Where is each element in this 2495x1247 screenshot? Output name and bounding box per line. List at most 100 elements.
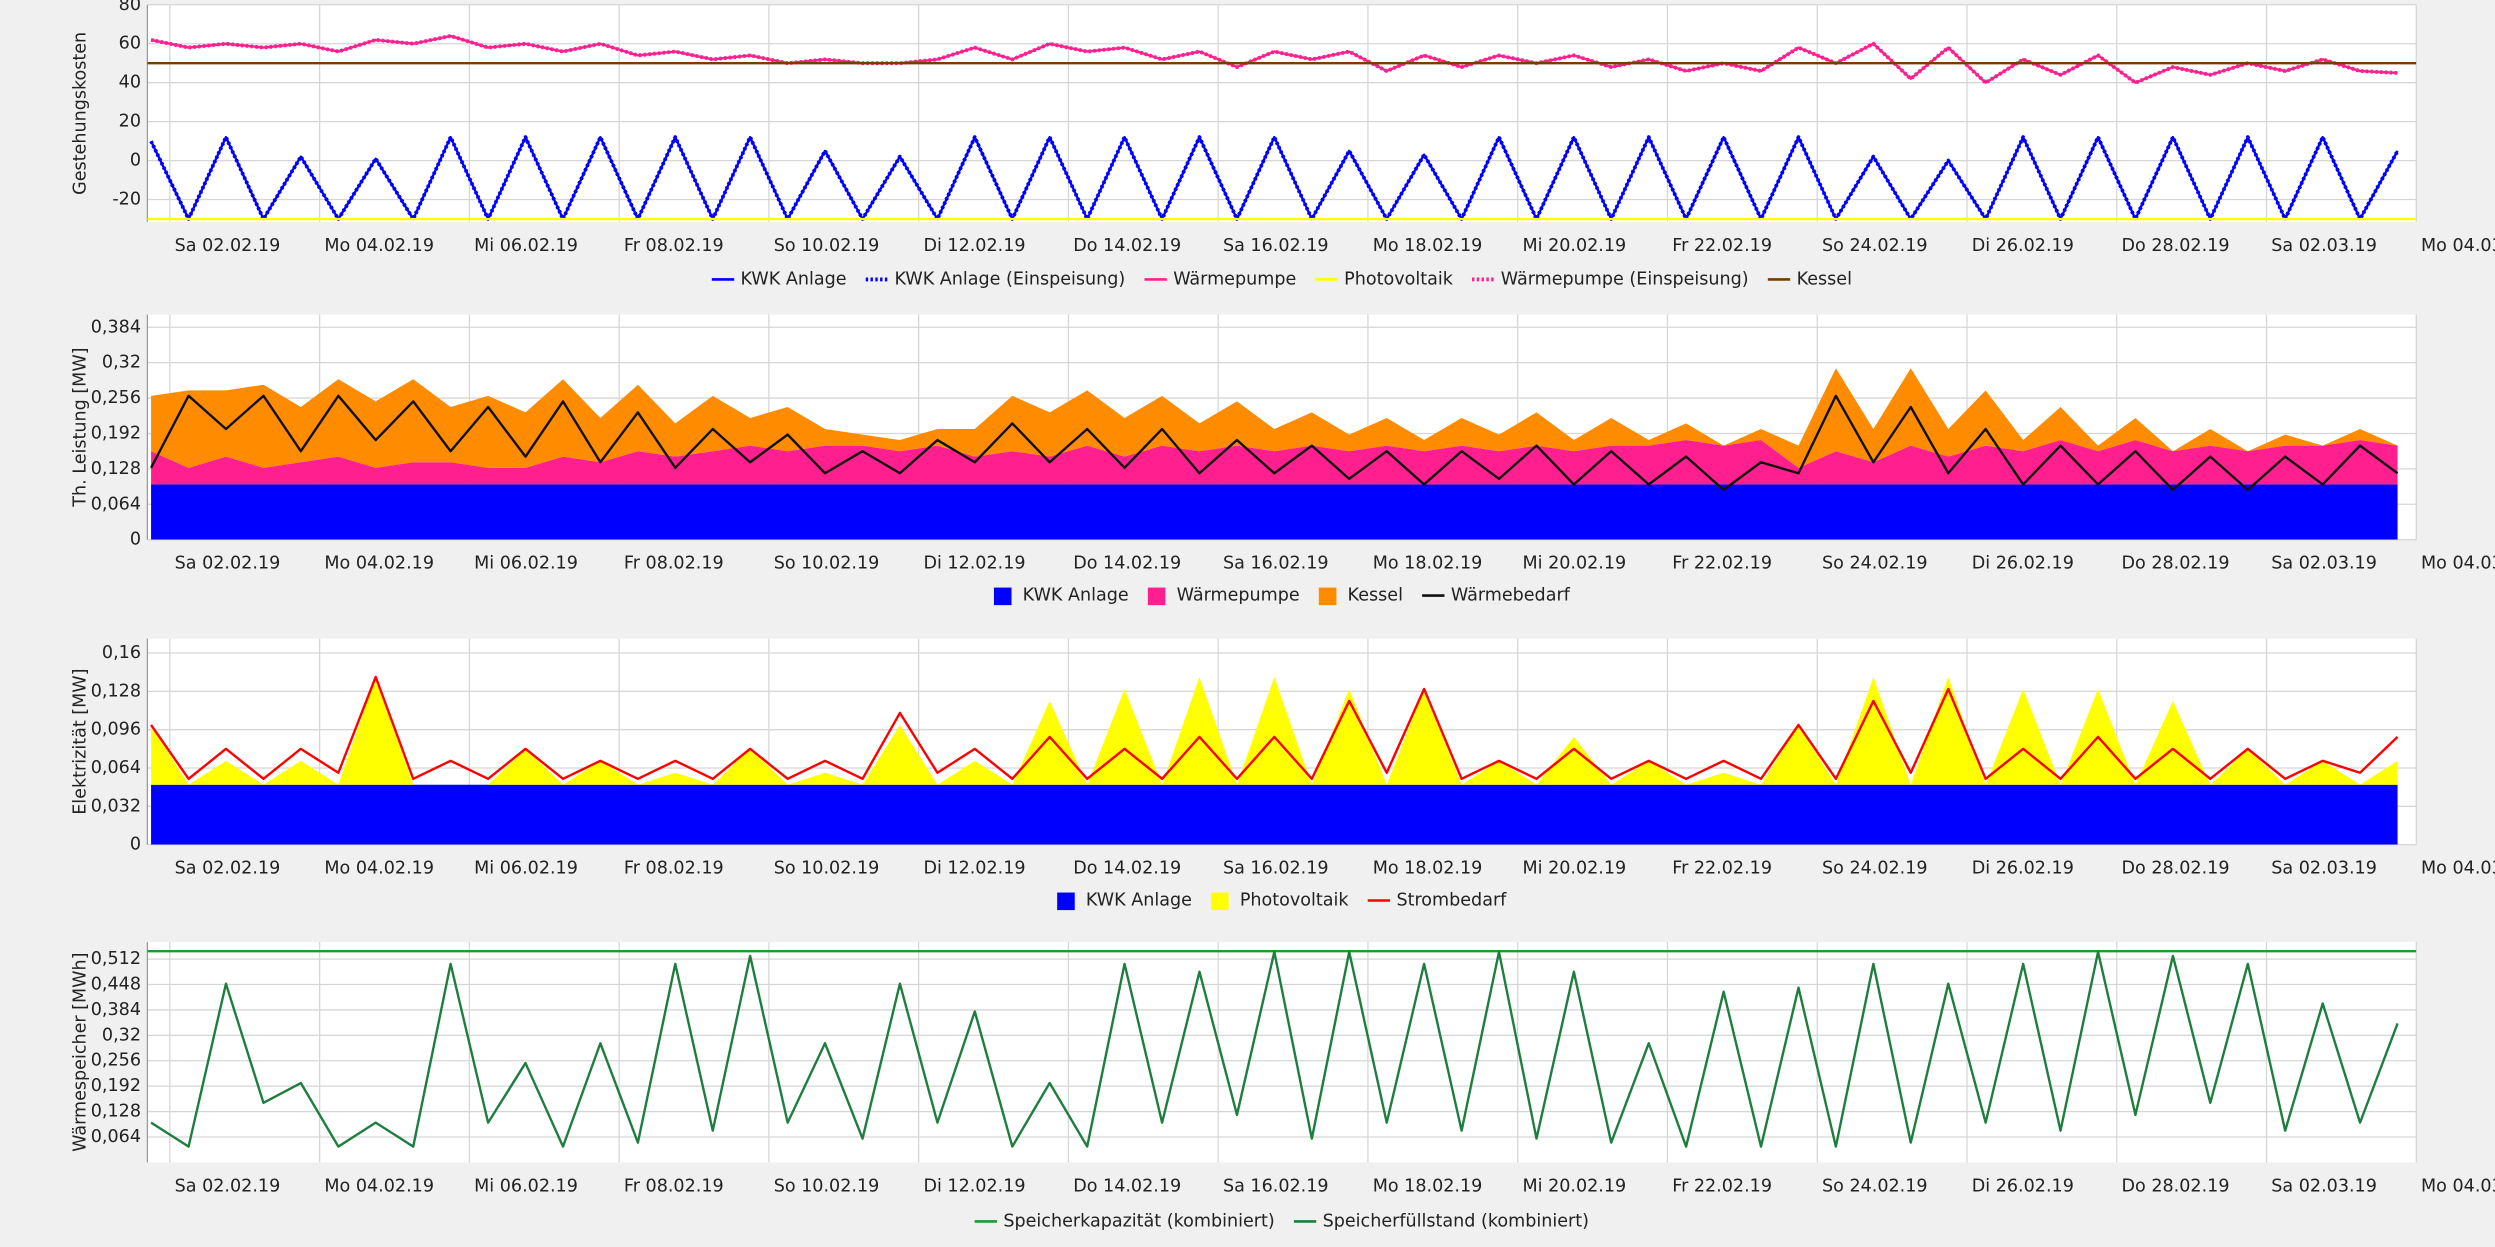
legend-swatch xyxy=(1147,587,1166,606)
x-tick-label: Mo 18.02.19 xyxy=(1373,554,1483,574)
area xyxy=(151,676,2398,785)
legend-label: KWK Anlage xyxy=(1023,586,1129,606)
legend-swatch xyxy=(1318,587,1337,606)
x-tick-label: Di 12.02.19 xyxy=(923,554,1025,574)
y-tick-label: 0,192 xyxy=(91,423,141,443)
plot-area xyxy=(147,4,2417,222)
x-tick-label: Do 28.02.19 xyxy=(2122,236,2230,256)
x-tick-label: Di 26.02.19 xyxy=(1972,236,2074,256)
x-tick-label: Mi 06.02.19 xyxy=(474,236,578,256)
x-tick-label: Fr 22.02.19 xyxy=(1672,554,1772,574)
legend-swatch xyxy=(1211,892,1229,911)
x-tick-label: Sa 02.02.19 xyxy=(175,859,281,879)
x-tick-label: Sa 02.03.19 xyxy=(2271,859,2377,879)
legend-label: Wärmepumpe (Einspeisung) xyxy=(1501,269,1749,289)
x-tick-label: Mi 20.02.19 xyxy=(1522,554,1626,574)
x-tick-label: Di 12.02.19 xyxy=(923,859,1025,879)
x-tick-label: Mi 20.02.19 xyxy=(1522,859,1626,879)
x-tick-label: Do 14.02.19 xyxy=(1073,236,1181,256)
x-tick-label: So 24.02.19 xyxy=(1822,236,1928,256)
x-tick-label: Mi 06.02.19 xyxy=(474,1176,578,1196)
legend-label: Speicherkapazität (kombiniert) xyxy=(1003,1211,1274,1231)
plot-area xyxy=(147,942,2417,1163)
x-tick-label: Sa 02.03.19 xyxy=(2271,236,2377,256)
area xyxy=(151,784,2398,845)
y-tick-label: 0,128 xyxy=(91,1102,141,1122)
x-tick-label: Do 28.02.19 xyxy=(2122,1176,2230,1196)
legend-label: KWK Anlage xyxy=(741,269,847,289)
legend-swatch xyxy=(1057,892,1075,911)
plot xyxy=(150,675,2399,845)
y-tick-label: 0,512 xyxy=(91,949,141,969)
chart: 0,064 0,128 0,192 0,256 0,32 0,384 0,448 0,512 S… xyxy=(70,942,2495,1231)
legend: KWK Anlage Wärmepumpe Kessel Wärmebedarf xyxy=(993,586,1571,606)
y-tick-label: 40 xyxy=(119,73,141,93)
x-tick-label: Fr 22.02.19 xyxy=(1672,859,1772,879)
area xyxy=(151,440,2398,485)
y-tick-label: 0,16 xyxy=(102,643,141,663)
x-tick-label: Mi 20.02.19 xyxy=(1522,236,1626,256)
x-tick-label: So 10.02.19 xyxy=(774,236,880,256)
y-tick-label: -20 xyxy=(112,190,141,210)
line xyxy=(150,675,2399,781)
y-tick-label: 0,256 xyxy=(91,1051,141,1071)
x-tick-label: So 24.02.19 xyxy=(1822,859,1928,879)
x-tick-label: Mo 04.03.19 xyxy=(2421,554,2495,574)
x-tick-label: Fr 22.02.19 xyxy=(1672,236,1772,256)
y-tick-label: 80 xyxy=(119,0,141,15)
y-tick-label: 60 xyxy=(119,34,141,54)
y-tick-label: 0,32 xyxy=(102,1025,141,1045)
x-tick-label: Fr 22.02.19 xyxy=(1672,1176,1772,1196)
y-axis-title: Gestehungskosten xyxy=(70,32,90,195)
x-tick-label: Mo 18.02.19 xyxy=(1373,1176,1483,1196)
line xyxy=(150,394,2399,492)
legend: KWK Anlage Photovoltaik Strombedarf xyxy=(1057,891,1507,911)
x-tick-label: Mo 04.03.19 xyxy=(2421,1176,2495,1196)
x-tick-label: Mi 06.02.19 xyxy=(474,859,578,879)
y-tick-label: 0,448 xyxy=(91,975,141,995)
x-tick-label: Mo 04.03.19 xyxy=(2421,859,2495,879)
y-tick-label: 0,096 xyxy=(91,720,141,740)
y-tick-label: 0,064 xyxy=(91,494,141,514)
legend-label: Photovoltaik xyxy=(1344,269,1454,289)
y-tick-label: 0,064 xyxy=(91,1127,141,1147)
legend-label: Photovoltaik xyxy=(1240,891,1350,911)
legend-label: KWK Anlage xyxy=(1086,891,1192,911)
plot xyxy=(147,34,2417,221)
y-tick-label: 0,064 xyxy=(91,758,141,778)
x-tick-label: Mo 18.02.19 xyxy=(1373,236,1483,256)
x-tick-label: Mo 18.02.19 xyxy=(1373,859,1483,879)
x-tick-label: Sa 16.02.19 xyxy=(1223,236,1329,256)
x-tick-label: Do 14.02.19 xyxy=(1073,554,1181,574)
x-tick-label: Mo 04.02.19 xyxy=(324,859,434,879)
x-tick-label: Sa 16.02.19 xyxy=(1223,554,1329,574)
y-axis-title: Th. Leistung [MW] xyxy=(70,347,90,507)
x-tick-label: Sa 02.02.19 xyxy=(175,554,281,574)
legend-label: Wärmepumpe xyxy=(1173,269,1296,289)
x-tick-label: Di 26.02.19 xyxy=(1972,859,2074,879)
area xyxy=(151,484,2398,540)
legend: KWK Anlage KWK Anlage (Einspeisung) Wärmep… xyxy=(711,269,1852,289)
legend-swatch xyxy=(993,587,1012,606)
x-tick-label: Mi 20.02.19 xyxy=(1522,1176,1626,1196)
plot xyxy=(150,368,2399,540)
x-tick-label: So 24.02.19 xyxy=(1822,1176,1928,1196)
legend-label: Wärmebedarf xyxy=(1451,586,1571,606)
y-tick-label: 0 xyxy=(130,835,141,855)
x-tick-label: Sa 16.02.19 xyxy=(1223,1176,1329,1196)
area xyxy=(151,368,2398,468)
chart: -20 0 20 40 60 80 Sa 02.02.19 Mo 04.02.19 Mi 06.… xyxy=(70,0,2495,289)
chart: 0 0,064 0,128 0,192 0,256 0,32 0,384 Sa 02.02.1… xyxy=(70,314,2495,606)
line xyxy=(149,135,2400,221)
x-tick-label: Mo 04.02.19 xyxy=(324,1176,434,1196)
x-tick-label: So 10.02.19 xyxy=(774,859,880,879)
x-tick-label: Do 14.02.19 xyxy=(1073,859,1181,879)
x-tick-label: Di 26.02.19 xyxy=(1972,1176,2074,1196)
chart: 0 0,032 0,064 0,096 0,128 0,16 Sa 02.02.19 Mo 0… xyxy=(70,638,2495,911)
legend-label: KWK Anlage (Einspeisung) xyxy=(894,269,1125,289)
x-tick-label: Do 28.02.19 xyxy=(2122,554,2230,574)
x-tick-label: Fr 08.02.19 xyxy=(624,236,724,256)
legend: Speicherkapazität (kombiniert) Speicherfü… xyxy=(974,1211,1589,1231)
y-tick-label: 0,256 xyxy=(91,388,141,408)
